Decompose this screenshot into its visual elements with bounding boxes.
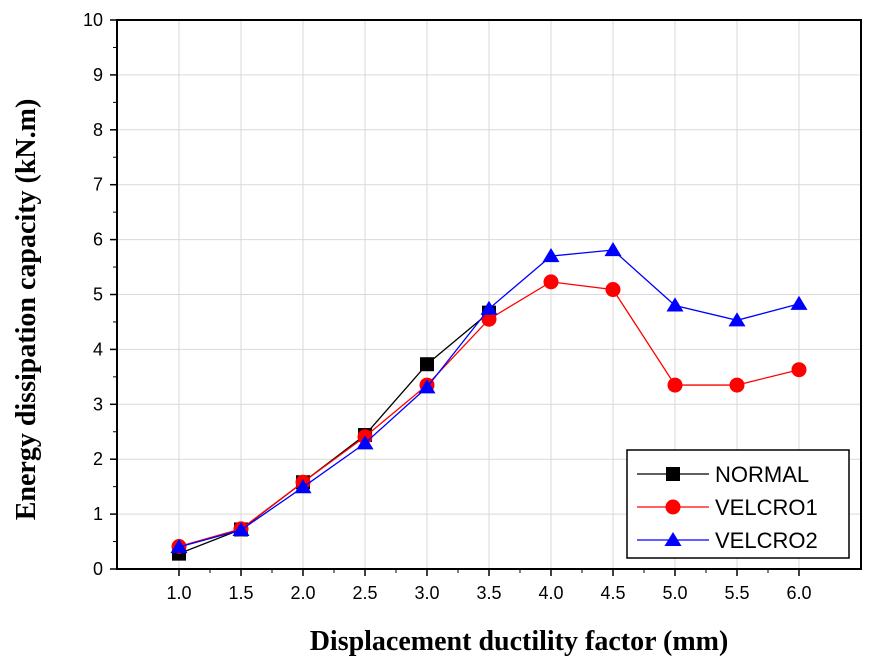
data-point-circle (481, 311, 497, 327)
data-point-triangle (790, 295, 808, 310)
x-axis-title: Displacement ductility factor (mm) (310, 626, 729, 657)
series-line (178, 312, 490, 555)
y-tick-label: 10 (83, 10, 103, 30)
data-point-triangle (294, 479, 312, 494)
legend-label: VELCRO2 (715, 528, 818, 553)
axes: 1.0 1.5 2.0 2.5 3.0 3.5 4.0 4.5 5.0 5.5 6.0 0 1 2 3 4 5 6… (83, 10, 812, 603)
y-tick-label: 0 (93, 559, 103, 579)
data-point-circle (791, 362, 807, 378)
y-tick-label: 9 (93, 65, 103, 85)
y-tick-label: 1 (93, 504, 103, 524)
legend-label: NORMAL (715, 462, 809, 487)
y-tick-label: 3 (93, 394, 103, 414)
x-tick-label: 2.0 (290, 583, 315, 603)
series-normal (172, 305, 496, 561)
x-tick-label: 2.5 (352, 583, 377, 603)
data-point-square (420, 357, 434, 372)
y-tick-label: 5 (93, 285, 103, 305)
x-tick-label: 4.0 (538, 583, 563, 603)
series-velcro2 (170, 241, 808, 554)
data-point-circle (543, 274, 559, 290)
y-tick-label: 4 (93, 339, 103, 359)
data-point-circle (667, 377, 683, 393)
data-point-triangle (418, 379, 436, 394)
series-layer (170, 241, 808, 561)
x-tick-label: 3.0 (414, 583, 439, 603)
y-tick-label: 8 (93, 120, 103, 140)
data-point-triangle (666, 297, 684, 312)
y-tick-label: 6 (93, 230, 103, 250)
data-point-triangle (356, 435, 374, 450)
y-tick-label: 2 (93, 449, 103, 469)
x-tick-label: 1.0 (166, 583, 191, 603)
data-point-triangle (728, 312, 746, 327)
y-tick-label: 7 (93, 175, 103, 195)
data-point-circle (605, 282, 621, 298)
x-tick-label: 4.5 (600, 583, 625, 603)
data-point-triangle (480, 300, 498, 315)
x-tick-label: 6.0 (786, 583, 811, 603)
data-point-triangle (542, 248, 560, 263)
y-axis-title: Energy dissipation capacity (kN.m) (11, 99, 42, 521)
x-tick-label: 3.5 (476, 583, 501, 603)
x-tick-label: 1.5 (228, 583, 253, 603)
x-tick-label: 5.0 (662, 583, 687, 603)
legend: NORMAL VELCRO1 VELCRO2 (626, 449, 850, 559)
data-point-square (666, 467, 680, 481)
data-point-circle (665, 499, 681, 515)
data-point-triangle (170, 538, 188, 554)
data-point-triangle (232, 521, 250, 537)
data-point-triangle (604, 241, 622, 257)
data-point-triangle (664, 531, 682, 547)
legend-label: VELCRO1 (715, 495, 818, 520)
data-point-circle (729, 377, 745, 393)
x-tick-label: 5.5 (724, 583, 749, 603)
